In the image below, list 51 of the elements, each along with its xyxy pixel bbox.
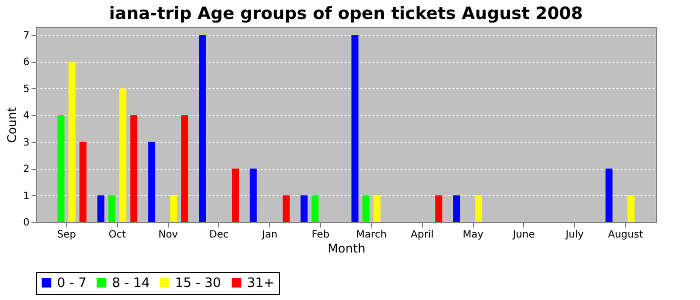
bar (181, 115, 188, 222)
bar (453, 195, 460, 222)
bar (108, 195, 116, 222)
bar (97, 195, 104, 222)
y-tick-label: 4 (23, 110, 30, 122)
y-tick-label: 2 (23, 164, 30, 176)
bar (170, 195, 178, 222)
y-tick-label: 1 (23, 190, 30, 202)
bar (232, 168, 239, 222)
bar (58, 115, 64, 222)
y-axis-title: Count (5, 106, 20, 143)
bar (148, 142, 156, 222)
bar (68, 62, 76, 222)
bar (130, 115, 138, 222)
x-tick-label: Jan (261, 230, 278, 240)
x-tick-label: Nov (158, 230, 178, 240)
chart-title: iana-trip Age groups of open tickets August 2008 (109, 4, 583, 24)
x-tick-label: April (410, 230, 434, 240)
x-tick-label: March (356, 230, 387, 240)
y-tick-label: 3 (23, 137, 30, 148)
bar (362, 195, 370, 222)
bar (198, 35, 206, 222)
y-tick-label: 6 (23, 57, 30, 68)
bar (435, 195, 442, 222)
y-tick-label: 0 (23, 218, 30, 228)
bar (312, 195, 319, 222)
legend-label: 31+ (247, 276, 274, 291)
bar (351, 35, 358, 222)
x-tick-label: Oct (108, 230, 126, 240)
x-tick-label: August (608, 230, 644, 240)
x-axis-title: Month (328, 242, 366, 256)
bar (475, 195, 482, 222)
x-tick-label: July (564, 230, 584, 240)
legend-label: 0 - 7 (57, 276, 86, 291)
bar (300, 195, 308, 222)
bar (119, 88, 126, 222)
bar (282, 195, 290, 222)
x-tick-label: May (462, 230, 484, 240)
x-tick-label: Dec (209, 230, 229, 240)
bar (79, 142, 86, 222)
bar (606, 168, 613, 222)
bar (373, 195, 380, 222)
legend-label: 8 - 14 (112, 276, 150, 291)
x-tick-label: Feb (312, 230, 330, 240)
y-tick-label: 5 (23, 84, 30, 95)
legend-label: 15 - 30 (175, 276, 222, 291)
bar (628, 195, 634, 222)
y-tick-label: 7 (23, 30, 30, 42)
x-tick-label: Sep (57, 230, 76, 240)
x-tick-label: June (512, 230, 535, 240)
bar (250, 168, 257, 222)
